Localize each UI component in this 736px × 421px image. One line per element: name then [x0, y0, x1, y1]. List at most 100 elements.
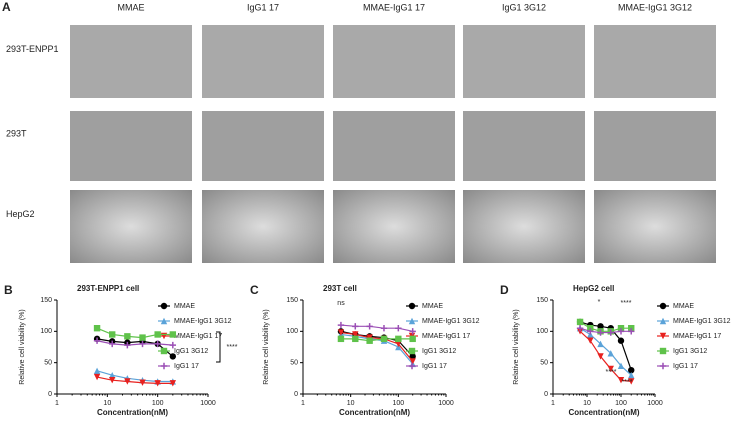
column-label: IgG1 3G12 — [502, 2, 546, 12]
legend-marker — [659, 302, 667, 310]
marker — [628, 372, 635, 379]
y-tick-label: 0 — [544, 391, 548, 398]
legend-label: IgG1 17 — [673, 363, 698, 370]
marker — [617, 377, 625, 384]
y-tick-label: 50 — [540, 360, 548, 367]
column-label: MMAE — [118, 2, 145, 12]
series-line — [96, 376, 173, 384]
marker — [154, 340, 161, 348]
chart-title: HepG2 cell — [573, 284, 614, 293]
marker — [607, 350, 614, 357]
series-line — [340, 331, 414, 362]
marker — [380, 335, 388, 343]
y-axis-label: Relative cell viability (%) — [513, 309, 520, 384]
panel-label: A — [2, 0, 11, 14]
marker — [587, 337, 594, 344]
y-axis-label: Relative cell viability (%) — [263, 309, 270, 384]
series-line — [340, 324, 413, 332]
marker — [109, 340, 116, 348]
y-tick-label: 50 — [44, 360, 52, 367]
x-tick-label: 1 — [551, 400, 555, 407]
marker — [109, 372, 116, 379]
series-line — [340, 338, 413, 342]
legend-label: MMAE — [673, 303, 694, 310]
marker — [109, 331, 116, 338]
annotation: **** — [227, 344, 238, 351]
marker — [154, 331, 161, 338]
legend-marker — [160, 302, 168, 310]
marker — [587, 328, 594, 335]
marker — [93, 367, 101, 375]
marker — [409, 335, 416, 343]
legend-label: IgG1 3G12 — [174, 348, 208, 355]
legend-marker — [659, 362, 667, 370]
marker — [337, 329, 345, 336]
marker — [597, 329, 604, 336]
marker — [617, 362, 625, 369]
micrograph — [333, 25, 455, 98]
x-tick-label: 1000 — [438, 400, 454, 407]
legend-label: IgG1 17 — [422, 363, 447, 370]
legend-marker — [408, 317, 416, 325]
annotation: **** — [622, 379, 633, 386]
marker — [93, 337, 101, 344]
legend-label: MMAE — [174, 303, 195, 310]
marker — [139, 334, 146, 341]
y-tick-label: 150 — [536, 297, 548, 304]
legend-label: IgG1 17 — [174, 363, 199, 370]
marker — [366, 337, 373, 344]
marker — [169, 380, 177, 387]
x-axis-label: Concentration(nM) — [339, 408, 410, 417]
legend-label: MMAE-IgG1 17 — [422, 333, 470, 340]
micrograph — [463, 25, 585, 98]
marker — [597, 340, 604, 348]
marker — [169, 341, 177, 349]
marker — [366, 323, 373, 330]
marker — [576, 318, 584, 326]
marker — [352, 335, 359, 343]
legend-marker — [659, 347, 667, 355]
chart-title: 293T-ENPP1 cell — [77, 284, 139, 293]
micrograph — [594, 25, 716, 98]
marker — [409, 358, 416, 365]
row-label: 293T-ENPP1 — [6, 44, 59, 54]
marker — [607, 365, 614, 373]
marker — [139, 340, 146, 348]
x-axis-label: Concentration(nM) — [97, 408, 168, 417]
marker — [169, 353, 177, 360]
y-tick-label: 150 — [286, 297, 298, 304]
x-tick-label: 1000 — [647, 400, 663, 407]
marker — [93, 373, 101, 381]
panel-label: C — [250, 283, 259, 297]
panel-label: B — [4, 283, 13, 297]
micrograph — [333, 111, 455, 181]
marker — [124, 341, 131, 349]
x-tick-label: 10 — [347, 400, 355, 407]
micrograph — [70, 190, 192, 263]
legend-label: IgG1 3G12 — [422, 348, 456, 355]
legend-label: MMAE — [422, 303, 443, 310]
micrograph — [70, 111, 192, 181]
y-tick-label: 100 — [40, 328, 52, 335]
micrograph — [202, 111, 324, 181]
series-line — [340, 330, 414, 357]
y-tick-label: 100 — [536, 328, 548, 335]
marker — [380, 325, 388, 332]
marker — [337, 321, 345, 329]
legend-label: MMAE-IgG1 3G12 — [673, 318, 731, 325]
marker — [409, 328, 416, 335]
legend-label: MMAE-IgG1 3G12 — [422, 318, 480, 325]
legend-marker — [659, 332, 667, 340]
row-label: 293T — [6, 128, 27, 138]
legend-marker — [160, 347, 168, 355]
marker — [597, 323, 604, 330]
marker — [628, 328, 635, 335]
micrograph — [70, 25, 192, 98]
marker — [124, 333, 131, 340]
marker — [109, 377, 116, 384]
marker — [607, 329, 614, 336]
legend-marker — [160, 362, 168, 370]
legend-marker — [408, 347, 416, 355]
marker — [395, 325, 402, 332]
